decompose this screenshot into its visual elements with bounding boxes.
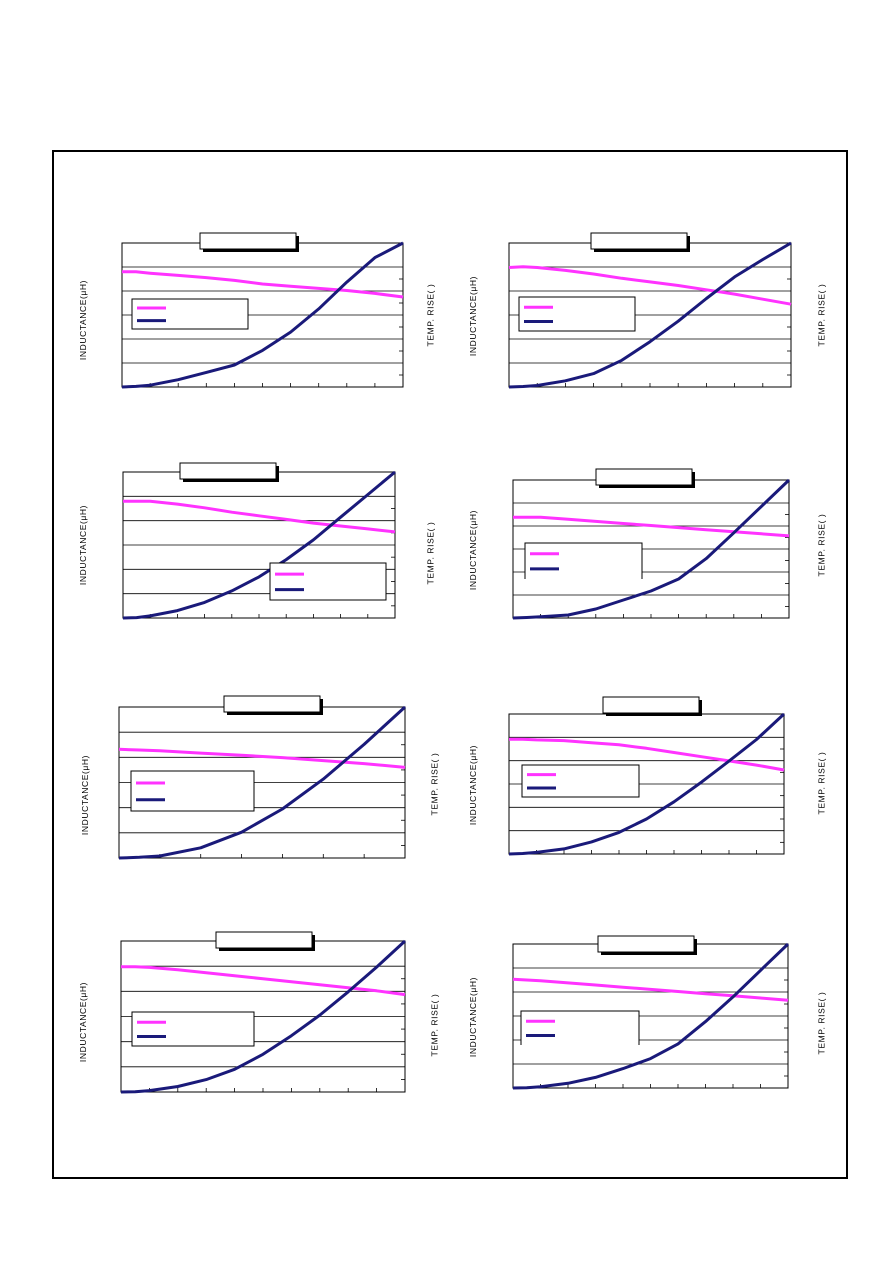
y2-axis-label-temp-rise: TEMP. RISE( ) xyxy=(424,283,435,347)
inductance-series-line xyxy=(118,747,406,769)
temp-rise-series-line xyxy=(121,241,404,389)
chart-svg xyxy=(120,931,407,1094)
y2-axis-label-temp-rise: TEMP. RISE( ) xyxy=(815,513,826,577)
temp-rise-series-line xyxy=(508,712,786,856)
temp-rise-series-line xyxy=(118,705,407,860)
figure-frame xyxy=(52,150,848,1179)
inductance-series-line xyxy=(513,515,790,538)
y-axis-label-inductance: INDUCTANCE(μH) xyxy=(80,754,91,836)
chart-panel-2 xyxy=(508,203,801,397)
y-axis-label-inductance: INDUCTANCE(μH) xyxy=(78,504,89,586)
chart-svg xyxy=(118,695,407,860)
y2-axis-label-temp-rise: TEMP. RISE( ) xyxy=(428,752,439,816)
title-box xyxy=(595,468,693,486)
y-axis-label-inductance: INDUCTANCE(μH) xyxy=(78,981,89,1063)
legend-box xyxy=(518,296,636,332)
legend-box xyxy=(524,542,643,579)
chart-svg xyxy=(512,468,791,620)
chart-svg xyxy=(121,232,404,389)
title-box xyxy=(199,232,297,250)
legend-box xyxy=(131,298,249,330)
inductance-series-line xyxy=(508,265,792,306)
y2-axis-label-temp-rise: TEMP. RISE( ) xyxy=(815,283,826,347)
chart-svg xyxy=(508,696,786,856)
legend-box xyxy=(269,562,387,601)
y-axis-label-inductance: INDUCTANCE(μH) xyxy=(468,976,479,1058)
inductance-series-line xyxy=(123,499,396,534)
chart-panel-7 xyxy=(120,902,415,1102)
y-axis-label-inductance: INDUCTANCE(μH) xyxy=(78,279,89,361)
chart-svg xyxy=(122,462,396,620)
title-box xyxy=(215,931,313,949)
temp-rise-series-line xyxy=(122,470,396,620)
title-box xyxy=(179,462,277,480)
y2-axis-label-temp-rise: TEMP. RISE( ) xyxy=(428,993,439,1057)
temp-rise-series-line xyxy=(512,478,791,620)
inductance-series-line xyxy=(512,977,789,1002)
y2-axis-label-temp-rise: TEMP. RISE( ) xyxy=(815,991,826,1055)
legend-box xyxy=(520,1010,640,1045)
title-box xyxy=(590,232,688,250)
y-axis-label-inductance: INDUCTANCE(μH) xyxy=(468,509,479,591)
title-box xyxy=(602,696,700,714)
chart-panel-4 xyxy=(512,439,799,628)
chart-panel-5 xyxy=(118,666,415,868)
y2-axis-label-temp-rise: TEMP. RISE( ) xyxy=(815,751,826,815)
title-box xyxy=(223,695,321,713)
legend-box xyxy=(131,1011,255,1047)
legend-box xyxy=(130,770,255,812)
chart-svg xyxy=(508,232,792,389)
legend-box xyxy=(521,764,640,798)
y-axis-label-inductance: INDUCTANCE(μH) xyxy=(468,275,479,357)
chart-panel-3 xyxy=(122,433,405,628)
temp-rise-series-line xyxy=(120,939,407,1094)
title-box xyxy=(597,935,695,953)
chart-svg xyxy=(512,935,790,1090)
y-axis-label-inductance: INDUCTANCE(μH) xyxy=(468,744,479,826)
y2-axis-label-temp-rise: TEMP. RISE( ) xyxy=(424,521,435,585)
inductance-series-line xyxy=(122,270,404,299)
chart-panel-8 xyxy=(512,906,798,1098)
chart-panel-1 xyxy=(121,203,413,397)
chart-panel-6 xyxy=(508,667,794,864)
temp-rise-series-line xyxy=(508,241,792,389)
inductance-series-line xyxy=(509,737,785,772)
temp-rise-series-line xyxy=(512,942,790,1090)
